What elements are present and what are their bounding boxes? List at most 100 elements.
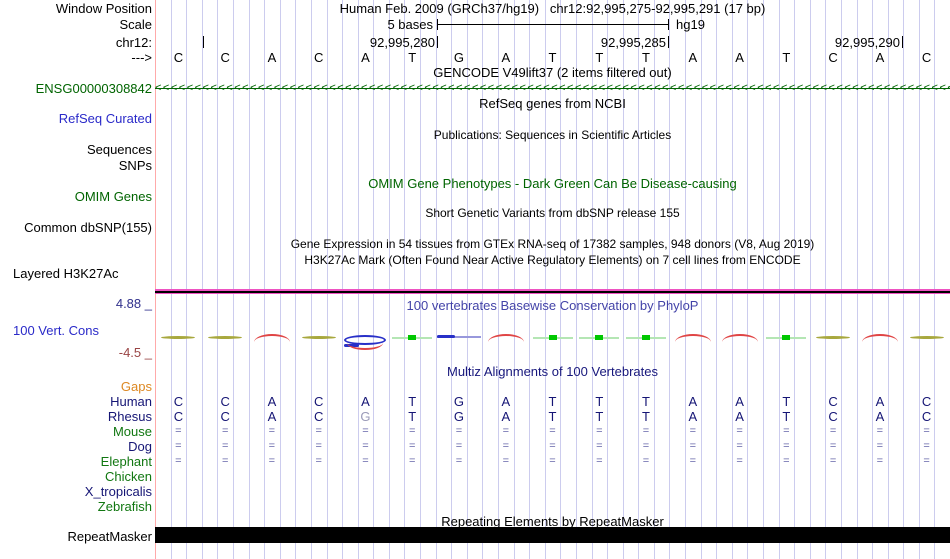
gene-item-ensg00000308842[interactable]: <<<<<<<<<<<<<<<<<<<<<<<<<<<<<<<<<<<<<<<<… (155, 82, 950, 94)
alignment-match-mouse: = (221, 425, 229, 437)
track-label-vert-cons[interactable]: 100 Vert. Cons (13, 323, 99, 338)
species-label-zebrafish[interactable]: Zebrafish (97, 499, 152, 514)
species-label-mouse[interactable]: Mouse (112, 424, 152, 439)
grid-line (638, 0, 640, 559)
alignment-base-rhesus: A (688, 409, 698, 424)
alignment-match-mouse: = (315, 425, 322, 437)
alignment-match-mouse: = (689, 425, 696, 437)
gene-label-ensg00000308842[interactable]: ENSG00000308842 (35, 81, 152, 96)
conservation-mark-olive (161, 336, 196, 339)
grid-line (404, 0, 406, 559)
track-title-repeatmasker[interactable]: Repeating Elements by RepeatMasker (441, 514, 664, 529)
species-label-rhesus[interactable]: Rhesus (107, 409, 152, 424)
alignment-match-mouse: = (642, 425, 650, 437)
alignment-match-mouse: = (455, 425, 463, 437)
sequence-base: T (642, 50, 650, 65)
alignment-match-mouse: = (736, 425, 743, 437)
repeatmasker-item[interactable] (155, 527, 950, 543)
sequence-base: C (921, 50, 932, 65)
alignment-match-mouse: = (268, 425, 276, 437)
coordinate-tick (203, 36, 204, 48)
alignment-base-human: C (828, 394, 838, 409)
grid-line (903, 0, 905, 559)
alignment-match-dog: = (408, 440, 416, 452)
species-label-chicken[interactable]: Chicken (105, 469, 152, 484)
track-title-gtex[interactable]: Gene Expression in 54 tissues from GTEx … (290, 237, 815, 251)
grid-line (435, 0, 437, 559)
scale-ruler-tick (668, 19, 669, 30)
grid-line (809, 0, 811, 559)
track-label-repeatmasker[interactable]: RepeatMasker (67, 529, 152, 544)
sequence-base: A (875, 50, 885, 65)
alignment-match-dog: = (268, 440, 276, 452)
species-label-human[interactable]: Human (110, 394, 152, 409)
track-title-omim[interactable]: OMIM Gene Phenotypes - Dark Green Can Be… (368, 176, 737, 191)
alignment-match-mouse: = (549, 425, 556, 437)
conservation-mark-green-dot (408, 335, 417, 340)
track-title-publications[interactable]: Publications: Sequences in Scientific Ar… (433, 128, 672, 142)
sequence-base: A (688, 50, 698, 65)
alignment-base-human: T (548, 394, 557, 409)
grid-line (326, 0, 328, 559)
alignment-match-mouse: = (175, 425, 182, 437)
grid-line (856, 0, 858, 559)
track-title-multiz[interactable]: Multiz Alignments of 100 Vertebrates (446, 364, 658, 379)
alignment-base-rhesus: C (314, 409, 324, 424)
grid-line (482, 0, 484, 559)
track-label-common-dbsnp[interactable]: Common dbSNP(155) (24, 220, 152, 235)
species-label-gaps[interactable]: Gaps (120, 379, 152, 394)
scale-value: 5 bases (387, 17, 433, 32)
grid-line (607, 0, 609, 559)
left-edge-guide (155, 0, 156, 559)
alignment-base-rhesus: C (828, 409, 838, 424)
track-title-refseq[interactable]: RefSeq genes from NCBI (479, 96, 626, 111)
alignment-base-human: T (642, 394, 650, 409)
alignment-match-elephant: = (783, 455, 790, 467)
grid-line (794, 0, 796, 559)
sequence-base: C (220, 50, 230, 65)
grid-line (622, 0, 624, 559)
alignment-match-mouse: = (923, 425, 930, 437)
alignment-match-dog: = (876, 440, 884, 452)
track-title-gencode[interactable]: GENCODE V49lift37 (2 items filtered out) (433, 65, 672, 80)
alignment-base-rhesus: A (735, 409, 744, 424)
alignment-match-elephant: = (596, 455, 603, 467)
alignment-match-elephant: = (829, 455, 837, 467)
alignment-match-mouse: = (596, 425, 603, 437)
grid-line (716, 0, 718, 559)
alignment-match-dog: = (221, 440, 229, 452)
alignment-match-mouse: = (502, 425, 509, 437)
conservation-mark-red (721, 334, 758, 342)
track-title-dbsnp[interactable]: Short Genetic Variants from dbSNP releas… (425, 206, 680, 220)
track-title-h3k27ac[interactable]: H3K27Ac Mark (Often Found Near Active Re… (304, 253, 801, 267)
species-label-x_tropicalis[interactable]: X_tropicalis (84, 484, 152, 499)
track-label-refseq-curated[interactable]: RefSeq Curated (58, 111, 152, 126)
track-title-phylop[interactable]: 100 vertebrates Basewise Conservation by… (406, 298, 699, 313)
alignment-match-elephant: = (689, 455, 696, 467)
alignment-match-dog: = (315, 440, 322, 452)
species-label-elephant[interactable]: Elephant (100, 454, 152, 469)
track-label-snps[interactable]: SNPs (118, 158, 152, 173)
species-label-dog[interactable]: Dog (128, 439, 152, 454)
conservation-mark-red-under (347, 343, 384, 350)
alignment-match-elephant: = (221, 455, 229, 467)
grid-line (653, 0, 655, 559)
grid-line (264, 0, 266, 559)
grid-line (887, 0, 889, 559)
alignment-match-elephant: = (175, 455, 182, 467)
alignment-base-rhesus: T (408, 409, 417, 424)
conservation-mark-green-dot (642, 335, 651, 340)
alignment-match-elephant: = (736, 455, 743, 467)
track-label-sequences[interactable]: Sequences (86, 142, 152, 157)
conservation-mark-red (253, 334, 290, 342)
track-label-layered-h3k27ac[interactable]: Layered H3K27Ac (13, 266, 119, 281)
alignment-match-elephant: = (642, 455, 650, 467)
coordinate-tick (668, 36, 669, 48)
grid-line (825, 0, 827, 559)
alignment-match-dog: = (455, 440, 463, 452)
grid-line (544, 0, 546, 559)
alignment-base-human: A (361, 394, 370, 409)
alignment-base-human: A (267, 394, 277, 409)
track-label-omim-genes[interactable]: OMIM Genes (74, 189, 152, 204)
